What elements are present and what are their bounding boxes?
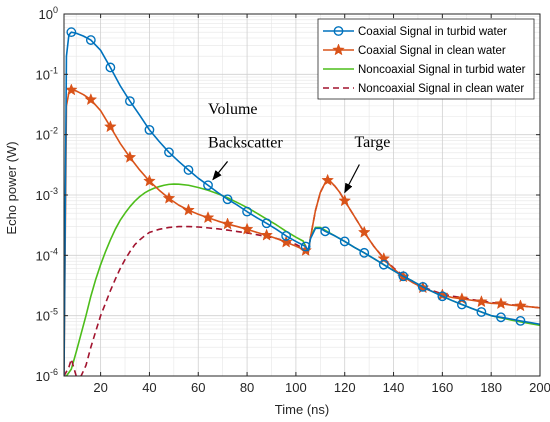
legend-label: Noncoaxial Signal in turbid water — [358, 64, 526, 76]
data-point — [494, 296, 508, 310]
data-point — [64, 83, 78, 96]
data-point — [398, 271, 409, 282]
data-point — [104, 120, 117, 133]
data-point — [514, 299, 527, 312]
data-point — [417, 281, 428, 292]
data-point — [144, 124, 155, 135]
annotation-text: Backscatter — [208, 135, 283, 152]
data-point — [437, 291, 448, 302]
y-tick-label: 10-1 — [36, 65, 58, 82]
legend-label: Noncoaxial Signal in clean water — [358, 83, 524, 95]
data-point — [475, 295, 488, 308]
data-point — [378, 259, 389, 270]
data-point — [240, 222, 254, 235]
data-point — [85, 35, 96, 45]
data-point — [260, 228, 273, 241]
data-point — [143, 174, 156, 187]
legend: Coaxial Signal in turbid water Coaxial Si… — [317, 18, 535, 100]
y-tick-label: 10-2 — [36, 126, 58, 143]
data-point — [300, 241, 311, 252]
x-tick-label: 100 — [285, 380, 307, 395]
x-tick-label: 40 — [142, 380, 156, 395]
y-tick-label: 10-5 — [36, 307, 58, 324]
x-tick-label: 200 — [529, 380, 550, 395]
x-tick-label: 160 — [432, 380, 454, 395]
data-point — [279, 235, 293, 248]
annotation-layer: Volume Backscatter Targe — [208, 101, 390, 194]
data-point — [357, 225, 371, 238]
legend-marker — [332, 43, 345, 56]
series-1 — [64, 83, 540, 376]
data-point — [105, 62, 116, 73]
data-point — [221, 217, 234, 230]
data-point — [242, 206, 252, 217]
x-axis-label: Time (ns) — [275, 402, 329, 417]
data-point — [496, 312, 506, 323]
series-layer — [64, 27, 540, 376]
series-line — [64, 31, 540, 376]
y-tick-label: 10-4 — [36, 246, 58, 263]
x-tick-label: 80 — [240, 380, 254, 395]
data-point — [321, 173, 334, 186]
data-point — [164, 147, 174, 158]
data-point — [66, 27, 77, 38]
data-point — [435, 288, 449, 301]
annotation-text: Volume — [208, 101, 257, 118]
data-point — [455, 292, 469, 305]
data-point — [203, 180, 213, 191]
annotation-arrow — [212, 161, 229, 181]
data-point — [339, 236, 350, 247]
y-axis-label: Echo power (W) — [4, 141, 19, 234]
data-point — [84, 93, 98, 106]
data-point — [456, 299, 467, 310]
y-tick-label: 10-6 — [36, 367, 58, 384]
data-point — [515, 315, 526, 326]
data-point — [123, 150, 137, 163]
data-point — [201, 211, 215, 224]
x-tick-label: 60 — [191, 380, 205, 395]
data-point — [377, 251, 391, 265]
annotation-arrow — [344, 164, 360, 194]
data-point — [320, 226, 331, 237]
axes-layer: 20 40 60 80 100 120 140 160 180 200 10-6 10-5 10-4 10… — [36, 5, 550, 395]
y-tick-label: 10-3 — [36, 186, 58, 203]
legend-marker — [333, 26, 344, 36]
legend-box — [317, 18, 535, 100]
data-point — [162, 191, 176, 204]
data-point — [281, 230, 292, 241]
series-0 — [64, 27, 540, 376]
data-point — [338, 194, 352, 207]
x-tick-label: 180 — [480, 380, 502, 395]
data-point — [359, 247, 370, 258]
data-point — [182, 203, 195, 216]
y-tick-label: 100 — [39, 5, 58, 22]
x-tick-label: 140 — [383, 380, 405, 395]
annotation-text: Targe — [354, 134, 390, 151]
x-tick-label: 120 — [334, 380, 356, 395]
legend-label: Coaxial Signal in clean water — [358, 45, 506, 57]
data-point — [261, 218, 272, 229]
data-point — [125, 96, 135, 107]
legend-label: Coaxial Signal in turbid water — [358, 26, 507, 38]
data-point — [222, 194, 233, 205]
x-tick-label: 20 — [93, 380, 107, 395]
data-point — [183, 165, 194, 175]
data-point — [476, 307, 487, 317]
